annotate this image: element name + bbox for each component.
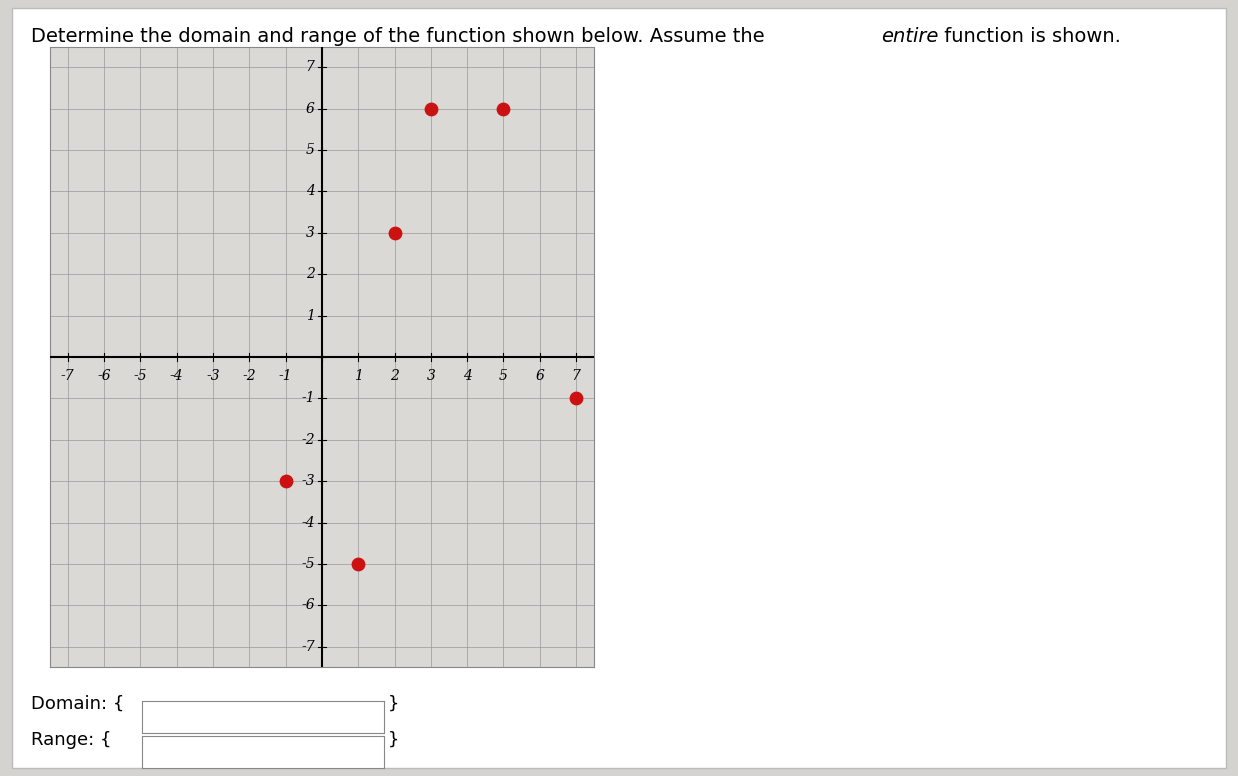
Point: [348, 558, 368, 570]
Text: 2: 2: [306, 267, 314, 281]
Text: Range: {: Range: {: [31, 731, 111, 749]
Text: entire: entire: [881, 27, 938, 46]
Text: function is shown.: function is shown.: [938, 27, 1122, 46]
Text: 7: 7: [572, 369, 581, 383]
Text: -6: -6: [97, 369, 111, 383]
Text: -4: -4: [170, 369, 183, 383]
Text: -7: -7: [61, 369, 74, 383]
Text: 6: 6: [535, 369, 545, 383]
Text: -1: -1: [279, 369, 292, 383]
Point: [494, 102, 514, 115]
Text: -1: -1: [301, 391, 314, 405]
Text: 3: 3: [426, 369, 436, 383]
Text: -4: -4: [301, 515, 314, 529]
Text: -6: -6: [301, 598, 314, 612]
Text: 7: 7: [306, 61, 314, 74]
Text: 4: 4: [306, 185, 314, 199]
Text: 3: 3: [306, 226, 314, 240]
Text: 4: 4: [463, 369, 472, 383]
Text: -2: -2: [243, 369, 256, 383]
Point: [566, 392, 586, 404]
Text: 2: 2: [390, 369, 399, 383]
Text: 6: 6: [306, 102, 314, 116]
Text: 5: 5: [499, 369, 508, 383]
Point: [276, 475, 296, 487]
Text: 5: 5: [306, 143, 314, 157]
Text: -2: -2: [301, 433, 314, 447]
Text: 1: 1: [306, 309, 314, 323]
Point: [385, 227, 405, 239]
Text: Determine the domain and range of the function shown below. Assume the: Determine the domain and range of the fu…: [31, 27, 771, 46]
Text: -5: -5: [134, 369, 147, 383]
Text: 1: 1: [354, 369, 363, 383]
Text: -3: -3: [206, 369, 220, 383]
Point: [421, 102, 441, 115]
Text: -3: -3: [301, 474, 314, 488]
Text: }: }: [387, 731, 399, 749]
Text: -5: -5: [301, 557, 314, 571]
Text: -7: -7: [301, 639, 314, 653]
Text: }: }: [387, 695, 399, 712]
Text: Domain: {: Domain: {: [31, 695, 124, 712]
